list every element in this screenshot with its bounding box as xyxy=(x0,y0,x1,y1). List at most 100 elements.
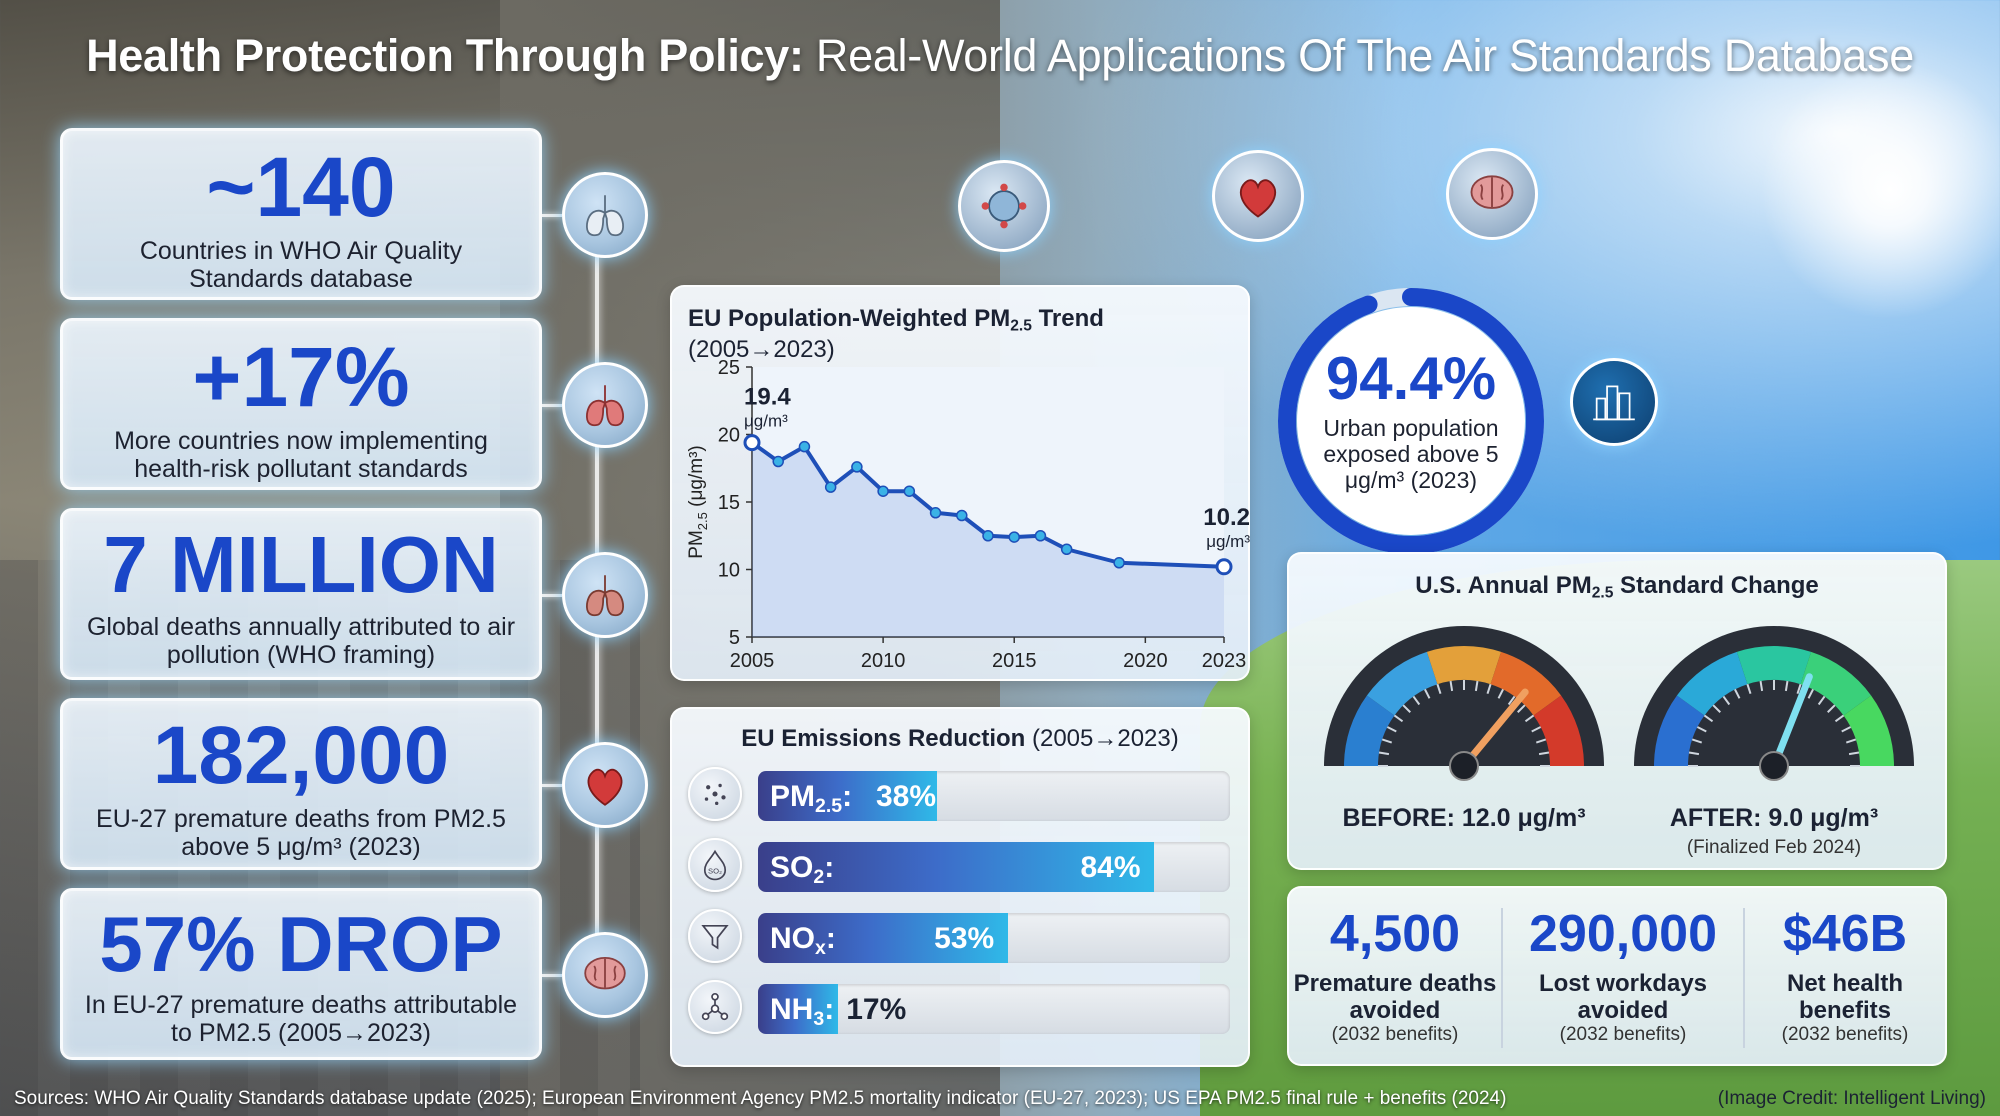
gauge-tick xyxy=(1796,683,1802,695)
gauge-title-main: U.S. Annual PM xyxy=(1415,572,1592,599)
gauge-tick xyxy=(1424,688,1431,699)
gauge-tick xyxy=(1827,704,1836,713)
benefit-deaths: 4,500 Premature deaths avoided (2032 ben… xyxy=(1289,888,1501,1068)
emission-row: SO₂ SO2: 84% xyxy=(688,838,1238,892)
gauge-tick xyxy=(1449,680,1454,692)
emission-label: PM2.5: xyxy=(770,780,852,818)
virus-icon xyxy=(958,160,1050,252)
pollutant-sub: 2 xyxy=(813,865,825,888)
sources-text: Sources: WHO Air Quality Standards datab… xyxy=(14,1088,1507,1109)
stat-card-increase: +17% More countries now implementing hea… xyxy=(60,318,542,490)
gauge-tick xyxy=(1834,714,1845,723)
pollutant-name: NO xyxy=(770,922,815,955)
y-tick-label: 20 xyxy=(718,425,740,447)
data-point xyxy=(1034,530,1047,542)
x-tick-label: 2020 xyxy=(1123,650,1168,672)
divider xyxy=(1743,908,1745,1048)
data-point xyxy=(1008,531,1020,543)
gauge-tick xyxy=(1722,695,1731,706)
gauge-segment xyxy=(1426,646,1502,685)
city-icon xyxy=(1570,358,1658,446)
divider xyxy=(1501,908,1503,1048)
label-colon: : xyxy=(842,780,853,813)
benefit-value: 290,000 xyxy=(1529,905,1717,963)
ring-arc xyxy=(1278,288,1544,554)
stat-desc: Countries in WHO Air Quality Standards d… xyxy=(139,237,463,293)
stat-desc: In EU-27 premature deaths attributable t… xyxy=(84,991,518,1047)
benefit-workdays: 290,000 Lost workdays avoided (2032 bene… xyxy=(1503,888,1743,1068)
stat-desc: More countries now implementing health-r… xyxy=(114,427,488,483)
benefit-label: Net health benefits xyxy=(1786,970,1903,1024)
benefit-note: (2032 benefits) xyxy=(1331,1024,1459,1045)
data-point xyxy=(877,485,889,497)
x-tick-label: 2023 xyxy=(1202,650,1247,672)
stat-card-eu-deaths: 182,000 EU-27 premature deaths from PM2.… xyxy=(60,698,542,870)
gauge-tick xyxy=(1848,751,1860,756)
gauge-tick xyxy=(1703,714,1714,723)
data-point xyxy=(903,485,916,497)
ring-chart xyxy=(1278,288,1544,554)
data-point xyxy=(1060,543,1073,555)
trend-title-word: Trend xyxy=(1031,305,1104,332)
gauge-tick xyxy=(1712,704,1721,713)
emissions-title-bold: EU Emissions Reduction xyxy=(741,725,1026,752)
gauge-segment xyxy=(1654,695,1705,766)
pollutant-name: NH xyxy=(770,993,814,1026)
benefit-label: Lost workdays avoided xyxy=(1538,970,1708,1024)
gauge-after-label: AFTER: 9.0 μg/m³ xyxy=(1669,804,1879,832)
x-tick-label: 2015 xyxy=(992,650,1036,672)
gauge-tick xyxy=(1474,680,1479,692)
gauge-tick xyxy=(1436,683,1442,695)
lungs-icon xyxy=(562,362,648,448)
emission-value: 53% xyxy=(934,922,995,955)
gauge-hub xyxy=(1759,751,1789,781)
data-point xyxy=(824,481,837,493)
pollutant-sub: 3 xyxy=(813,1007,825,1030)
emission-value: 38% xyxy=(876,780,937,813)
gauge-tick xyxy=(1381,738,1393,744)
gauge-segment xyxy=(1800,651,1872,716)
gauge-tick xyxy=(1531,726,1542,733)
sun xyxy=(1760,60,2000,320)
benefit-value: 4,500 xyxy=(1329,905,1461,963)
emissions-panel: EU Emissions Reduction (2005→2023) PM2.5… xyxy=(670,707,1250,1067)
benefit-note: (2032 benefits) xyxy=(1559,1024,1687,1045)
emission-bar xyxy=(758,842,1155,892)
label-colon: : xyxy=(824,851,835,884)
stat-card-global-deaths: 7 MILLION Global deaths annually attribu… xyxy=(60,508,542,680)
data-point xyxy=(851,461,863,473)
gauge-panel: U.S. Annual PM2.5 Standard Change BEFORE… xyxy=(1287,552,1947,870)
lungs-icon xyxy=(562,552,648,638)
emission-bar xyxy=(758,913,1009,963)
gauge-tick xyxy=(1807,688,1814,699)
connector-branch xyxy=(542,404,562,407)
ring-value: 94.4% xyxy=(1325,345,1497,412)
gauge-title-sub: 2.5 xyxy=(1591,584,1614,602)
gauge-tick xyxy=(1817,695,1826,706)
benefit-note: (2032 benefits) xyxy=(1781,1024,1909,1045)
ring-center: 94.4% Urban population exposed above 5 μ… xyxy=(1297,307,1525,535)
ring-desc: Urban population exposed above 5 μg/m³ (… xyxy=(1323,415,1499,493)
stat-value: 57% DROP xyxy=(99,900,503,988)
emission-value: 84% xyxy=(1080,851,1141,884)
start-unit-label: μg/m³ xyxy=(744,412,788,431)
pollutant-sub: x xyxy=(815,936,826,959)
emission-row: PM2.5: 38% xyxy=(688,767,1238,821)
molecule-icon xyxy=(688,980,742,1034)
stat-value: 7 MILLION xyxy=(103,520,499,609)
trend-chart: 5 10 15 20 25 2005 2010 2015 2020 2023 PM2.5 (μg/m… xyxy=(686,357,1250,672)
emission-bar xyxy=(758,984,839,1034)
emission-label: NH3: xyxy=(770,993,834,1031)
gauge-tick xyxy=(1691,738,1703,744)
title-rest: Real-World Applications Of The Air Stand… xyxy=(803,30,1914,81)
gauge-title: U.S. Annual PM2.5 Standard Change xyxy=(1289,572,1945,603)
gauge-segment xyxy=(1490,651,1562,716)
heart-icon xyxy=(1212,150,1304,242)
urban-exposure-ring: 94.4% Urban population exposed above 5 μ… xyxy=(1277,287,1545,555)
gauge-tick xyxy=(1759,680,1764,692)
pollutant-name: PM xyxy=(770,780,815,813)
gauge-tick xyxy=(1524,714,1535,723)
benefit-value: $46B xyxy=(1782,905,1908,963)
trend-title-sub: 2.5 xyxy=(1010,317,1032,335)
data-point xyxy=(982,530,994,542)
